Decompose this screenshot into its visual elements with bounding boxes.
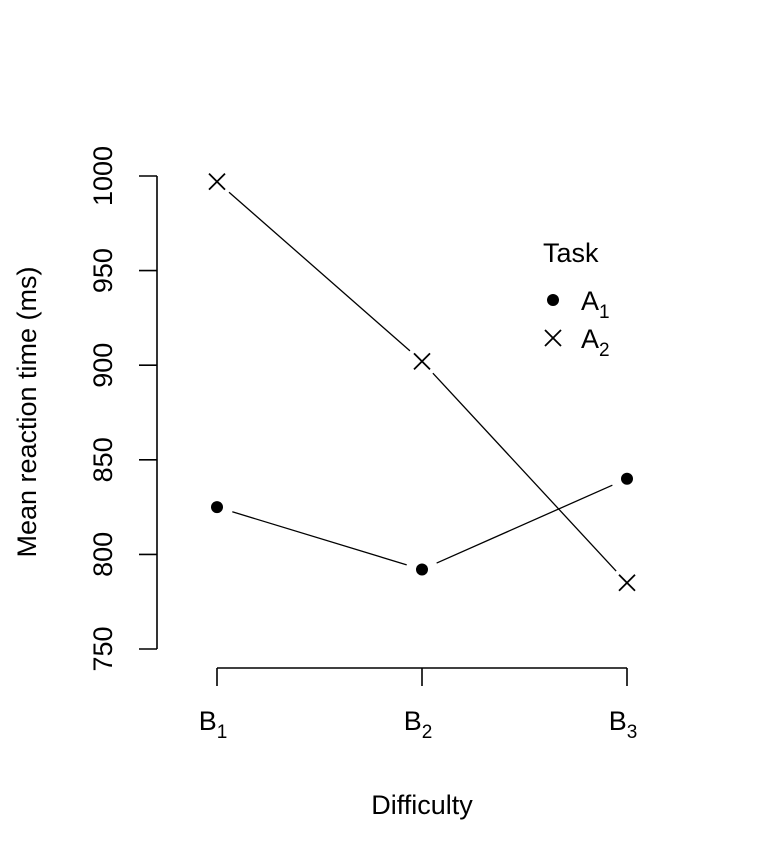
y-tick-label: 950 bbox=[88, 248, 118, 293]
y-axis: 750 800 850 900 950 1000 bbox=[88, 146, 158, 672]
y-tick-label: 900 bbox=[88, 343, 118, 388]
series-lines bbox=[228, 191, 617, 572]
series-2-point bbox=[618, 574, 636, 592]
x-tick-label: B2 bbox=[404, 706, 433, 743]
series-1-segment bbox=[436, 484, 613, 564]
series-1-segment bbox=[232, 511, 407, 566]
y-tick-label: 750 bbox=[88, 626, 118, 671]
legend-marker bbox=[544, 329, 562, 347]
x-tick-group: B1 B2 B3 bbox=[199, 668, 638, 743]
series-2-segment bbox=[228, 191, 411, 352]
x-axis-title: Difficulty bbox=[371, 790, 473, 820]
y-tick-group: 750 800 850 900 950 1000 bbox=[88, 146, 157, 672]
x-tick-label: B3 bbox=[609, 706, 638, 743]
y-tick-label: 1000 bbox=[88, 146, 118, 206]
series-2-segment bbox=[432, 372, 617, 572]
series-markers bbox=[208, 173, 636, 592]
legend-marker bbox=[547, 294, 559, 306]
series-2-point bbox=[208, 173, 226, 191]
y-tick-label: 800 bbox=[88, 532, 118, 577]
y-axis-title: Mean reaction time (ms) bbox=[12, 266, 42, 557]
y-tick-label: 850 bbox=[88, 437, 118, 482]
series-1-point bbox=[211, 501, 223, 514]
series-1-point bbox=[416, 563, 428, 576]
legend-title: Task bbox=[543, 238, 599, 268]
series-2-point bbox=[413, 352, 431, 371]
series-1-point bbox=[621, 472, 633, 485]
x-axis: B1 B2 B3 bbox=[199, 667, 638, 743]
x-tick-label: B1 bbox=[199, 706, 228, 743]
legend-label: A2 bbox=[581, 324, 610, 361]
legend-label: A1 bbox=[581, 286, 610, 323]
